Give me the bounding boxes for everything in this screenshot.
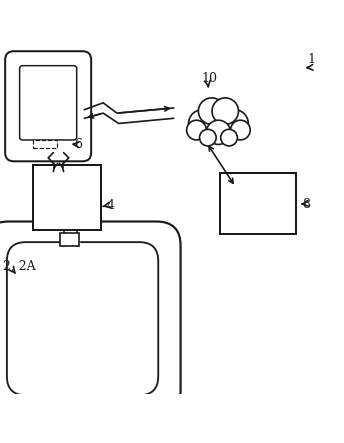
- Circle shape: [230, 120, 250, 140]
- Text: 1: 1: [308, 53, 316, 66]
- Text: 6: 6: [74, 137, 82, 151]
- FancyBboxPatch shape: [0, 222, 181, 414]
- FancyBboxPatch shape: [20, 66, 77, 140]
- Bar: [33, 140, 57, 148]
- Circle shape: [198, 98, 225, 124]
- Circle shape: [200, 129, 216, 146]
- Text: 2, 2A: 2, 2A: [3, 260, 36, 272]
- Circle shape: [206, 120, 230, 144]
- Circle shape: [198, 98, 225, 124]
- Circle shape: [199, 102, 238, 141]
- Circle shape: [230, 120, 250, 140]
- Text: 4: 4: [107, 199, 115, 213]
- Circle shape: [212, 98, 238, 124]
- Text: 10: 10: [201, 72, 217, 85]
- FancyBboxPatch shape: [5, 51, 91, 161]
- Circle shape: [221, 129, 237, 146]
- Bar: [33, 165, 101, 230]
- Circle shape: [221, 109, 248, 138]
- Circle shape: [221, 129, 237, 146]
- Circle shape: [206, 120, 230, 144]
- Circle shape: [189, 109, 217, 138]
- Circle shape: [199, 102, 238, 141]
- FancyBboxPatch shape: [7, 242, 158, 395]
- Circle shape: [187, 120, 206, 140]
- Circle shape: [187, 120, 206, 140]
- Circle shape: [221, 109, 248, 138]
- Circle shape: [212, 98, 238, 124]
- Circle shape: [200, 129, 216, 146]
- Circle shape: [189, 109, 217, 138]
- Bar: [60, 233, 79, 245]
- Text: 8: 8: [302, 198, 310, 211]
- Bar: [220, 173, 296, 233]
